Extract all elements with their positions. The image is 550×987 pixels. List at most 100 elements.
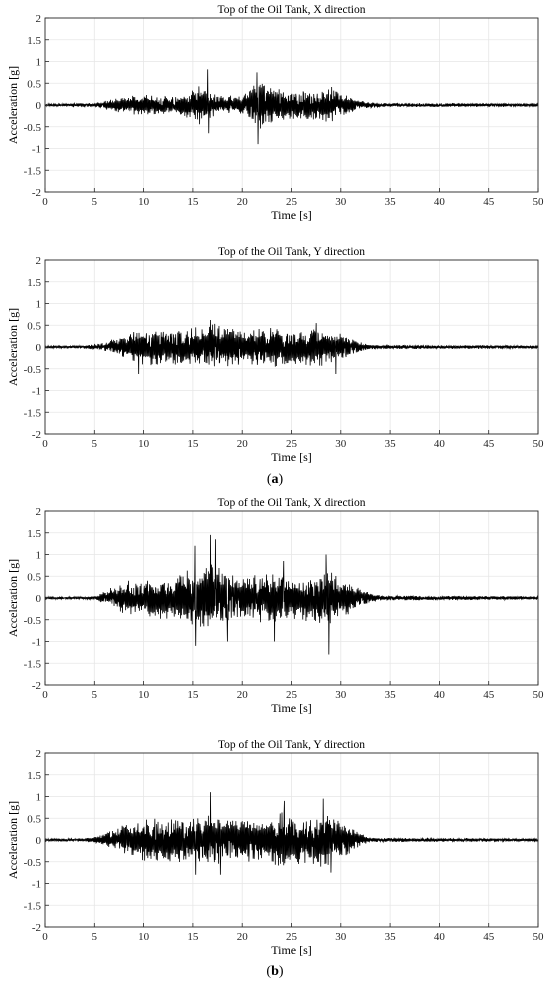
acceleration-series-line bbox=[44, 69, 539, 145]
x-tick-label: 50 bbox=[533, 438, 545, 450]
y-tick-label: 1 bbox=[36, 792, 42, 804]
y-tick-label: 0 bbox=[36, 100, 42, 112]
chart-title: Top of the Oil Tank, Y direction bbox=[218, 246, 365, 258]
y-tick-label: -1 bbox=[32, 637, 41, 649]
y-tick-label: 1.5 bbox=[27, 35, 41, 47]
x-tick-label: 20 bbox=[237, 438, 249, 450]
x-tick-label: 40 bbox=[434, 689, 446, 701]
acceleration-series-line bbox=[44, 534, 539, 655]
y-tick-label: -1.5 bbox=[24, 658, 42, 670]
x-tick-label: 0 bbox=[42, 931, 48, 943]
y-axis-label: Acceleration [g] bbox=[6, 801, 20, 879]
x-tick-label: 20 bbox=[237, 689, 249, 701]
x-axis-label: Time [s] bbox=[271, 450, 312, 464]
y-tick-label: 2 bbox=[36, 748, 42, 760]
acceleration-series-line bbox=[44, 320, 539, 374]
y-tick-label: 0 bbox=[36, 342, 42, 354]
y-tick-label: -2 bbox=[32, 187, 41, 199]
y-tick-label: -0.5 bbox=[24, 857, 42, 869]
x-tick-label: 45 bbox=[483, 931, 495, 943]
y-tick-label: -0.5 bbox=[24, 615, 42, 627]
x-tick-label: 10 bbox=[138, 438, 150, 450]
x-tick-label: 15 bbox=[187, 438, 199, 450]
y-tick-label: -1.5 bbox=[24, 900, 42, 912]
y-tick-label: -1.5 bbox=[24, 407, 42, 419]
panel-label-a: (a) bbox=[255, 472, 295, 488]
x-tick-label: 25 bbox=[286, 196, 298, 208]
panel-label-b-letter: b bbox=[271, 964, 279, 979]
y-tick-label: -2 bbox=[32, 429, 41, 441]
x-tick-label: 5 bbox=[92, 196, 98, 208]
y-tick-label: 0.5 bbox=[27, 320, 41, 332]
y-tick-label: -1.5 bbox=[24, 165, 42, 177]
y-tick-label: 2 bbox=[36, 255, 42, 267]
panel-label-a-letter: a bbox=[271, 472, 279, 487]
chart-2: 0 5 10 15 20 25 30 35 40 45 50 2 1.5 1 0.5 0 -0.5 -1 -1.5 -… bbox=[6, 246, 544, 464]
y-tick-label: 1 bbox=[36, 299, 42, 311]
acceleration-series-line bbox=[44, 792, 539, 875]
y-axis-label: Acceleration [g] bbox=[6, 559, 20, 637]
y-tick-label: 0 bbox=[36, 835, 42, 847]
x-tick-label: 10 bbox=[138, 196, 150, 208]
x-tick-label: 15 bbox=[187, 689, 199, 701]
x-tick-label: 30 bbox=[335, 689, 347, 701]
chart-3: 0 5 10 15 20 25 30 35 40 45 50 2 1.5 1 0.5 0 -0.5 -1 -1.5 -… bbox=[6, 497, 544, 715]
x-tick-label: 40 bbox=[434, 438, 446, 450]
y-tick-label: 0.5 bbox=[27, 571, 41, 583]
chart-title: Top of the Oil Tank, X direction bbox=[218, 4, 366, 16]
y-tick-label: 0.5 bbox=[27, 813, 41, 825]
x-axis-label: Time [s] bbox=[271, 943, 312, 957]
x-tick-label: 50 bbox=[533, 689, 545, 701]
panel-label-a-close: ) bbox=[278, 472, 284, 487]
x-tick-label: 35 bbox=[385, 689, 397, 701]
y-tick-label: 1.5 bbox=[27, 528, 41, 540]
y-axis-label: Acceleration [g] bbox=[6, 66, 20, 144]
y-tick-label: 1.5 bbox=[27, 277, 41, 289]
x-tick-label: 20 bbox=[237, 196, 249, 208]
panel-label-b-close: ) bbox=[278, 964, 284, 979]
x-tick-label: 30 bbox=[335, 196, 347, 208]
x-tick-label: 35 bbox=[385, 438, 397, 450]
chart-title: Top of the Oil Tank, X direction bbox=[218, 497, 366, 509]
x-tick-label: 50 bbox=[533, 196, 545, 208]
x-tick-label: 15 bbox=[187, 196, 199, 208]
x-tick-label: 20 bbox=[237, 931, 249, 943]
x-tick-label: 45 bbox=[483, 438, 495, 450]
chart-4: 0 5 10 15 20 25 30 35 40 45 50 2 1.5 1 0.5 0 -0.5 -1 -1.5 -… bbox=[6, 739, 544, 957]
x-tick-label: 25 bbox=[286, 931, 298, 943]
x-axis-label: Time [s] bbox=[271, 701, 312, 715]
panel-label-b: (b) bbox=[255, 964, 295, 980]
y-tick-label: 2 bbox=[36, 13, 42, 25]
y-tick-label: -0.5 bbox=[24, 122, 42, 134]
x-tick-label: 10 bbox=[138, 931, 150, 943]
x-tick-label: 10 bbox=[138, 689, 150, 701]
y-tick-label: 1.5 bbox=[27, 770, 41, 782]
x-tick-label: 35 bbox=[385, 196, 397, 208]
y-tick-label: -1 bbox=[32, 386, 41, 398]
x-tick-label: 25 bbox=[286, 438, 298, 450]
y-tick-label: -0.5 bbox=[24, 364, 42, 376]
y-tick-label: -2 bbox=[32, 922, 41, 934]
x-tick-label: 0 bbox=[42, 438, 48, 450]
x-tick-label: 25 bbox=[286, 689, 298, 701]
chart-title: Top of the Oil Tank, Y direction bbox=[218, 739, 365, 751]
x-tick-label: 15 bbox=[187, 931, 199, 943]
x-tick-label: 5 bbox=[92, 438, 98, 450]
x-tick-label: 35 bbox=[385, 931, 397, 943]
x-tick-label: 30 bbox=[335, 931, 347, 943]
y-tick-label: 2 bbox=[36, 506, 42, 518]
panel-label-b-open: ( bbox=[266, 964, 272, 979]
x-tick-label: 50 bbox=[533, 931, 545, 943]
y-tick-label: 1 bbox=[36, 550, 42, 562]
y-tick-label: -1 bbox=[32, 144, 41, 156]
x-tick-label: 40 bbox=[434, 196, 446, 208]
x-tick-label: 0 bbox=[42, 689, 48, 701]
y-tick-label: 0 bbox=[36, 593, 42, 605]
y-tick-label: -2 bbox=[32, 680, 41, 692]
y-tick-label: 0.5 bbox=[27, 78, 41, 90]
panel-label-a-open: ( bbox=[266, 472, 272, 487]
x-tick-label: 45 bbox=[483, 689, 495, 701]
x-tick-label: 40 bbox=[434, 931, 446, 943]
y-tick-label: 1 bbox=[36, 57, 42, 69]
